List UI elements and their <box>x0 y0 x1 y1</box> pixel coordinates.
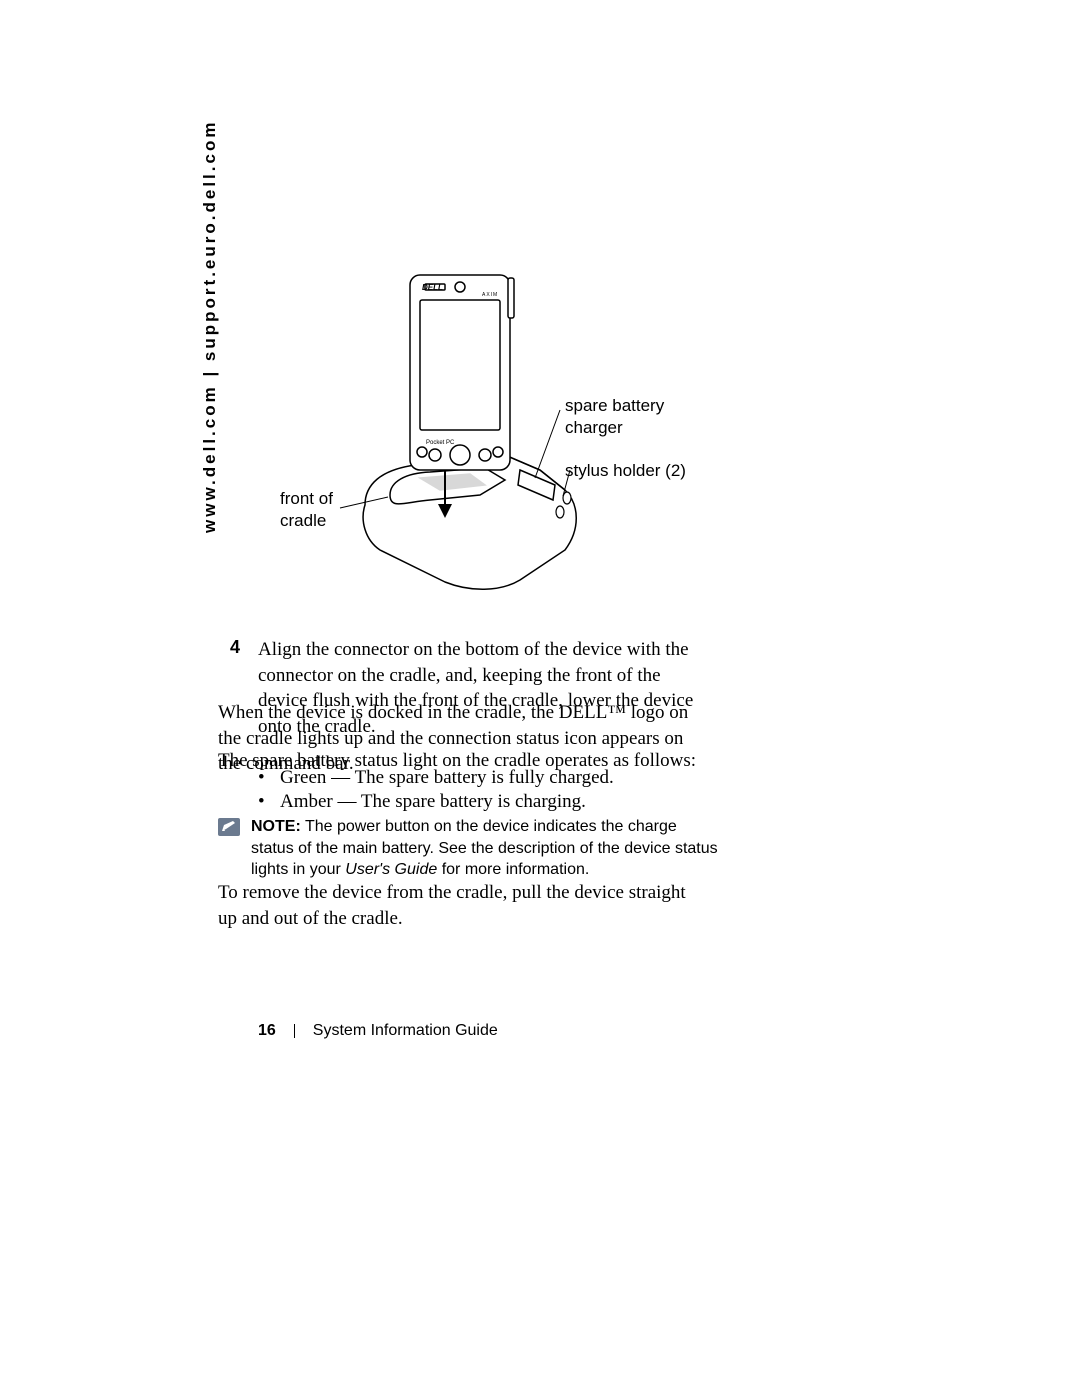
label-stylus-holder: stylus holder (2) <box>565 460 686 482</box>
note-label: NOTE: <box>251 818 301 835</box>
svg-text:AXIM: AXIM <box>482 292 498 298</box>
note-text: NOTE: The power button on the device ind… <box>251 816 718 881</box>
bullet-amber: •Amber — The spare battery is charging. <box>258 791 708 813</box>
page-number: 16 <box>258 1022 276 1039</box>
note-pencil-icon <box>218 818 240 836</box>
footer-separator-icon <box>294 1024 295 1038</box>
label-spare-battery-charger: spare battery charger <box>565 395 664 439</box>
para-remove: To remove the device from the cradle, pu… <box>218 880 708 931</box>
bullet-dot-icon: • <box>258 791 280 813</box>
footer-title: System Information Guide <box>313 1022 498 1039</box>
page: www.dell.com | support.euro.dell.com <box>0 0 1080 1397</box>
sidebar-url: www.dell.com | support.euro.dell.com <box>200 120 220 533</box>
svg-text:Pocket PC: Pocket PC <box>426 440 455 446</box>
cradle-diagram: Pocket PC DELL AXIM front of cradle spar… <box>270 260 770 600</box>
sidebar-url-text: www.dell.com | support.euro.dell.com <box>200 120 219 533</box>
note-block: NOTE: The power button on the device ind… <box>218 816 718 881</box>
bullet-green-text: Green — The spare battery is fully charg… <box>280 767 614 788</box>
note-text-after: for more information. <box>437 861 589 878</box>
page-footer: 16 System Information Guide <box>258 1022 498 1040</box>
bullet-green: •Green — The spare battery is fully char… <box>258 767 708 789</box>
bullet-dot-icon: • <box>258 767 280 789</box>
note-italic: User's Guide <box>345 861 437 878</box>
svg-text:DELL: DELL <box>422 283 443 292</box>
bullet-amber-text: Amber — The spare battery is charging. <box>280 791 586 812</box>
cradle-diagram-svg: Pocket PC DELL AXIM <box>270 260 770 600</box>
step-number-4: 4 <box>230 637 240 658</box>
label-front-of-cradle: front of cradle <box>280 488 333 532</box>
